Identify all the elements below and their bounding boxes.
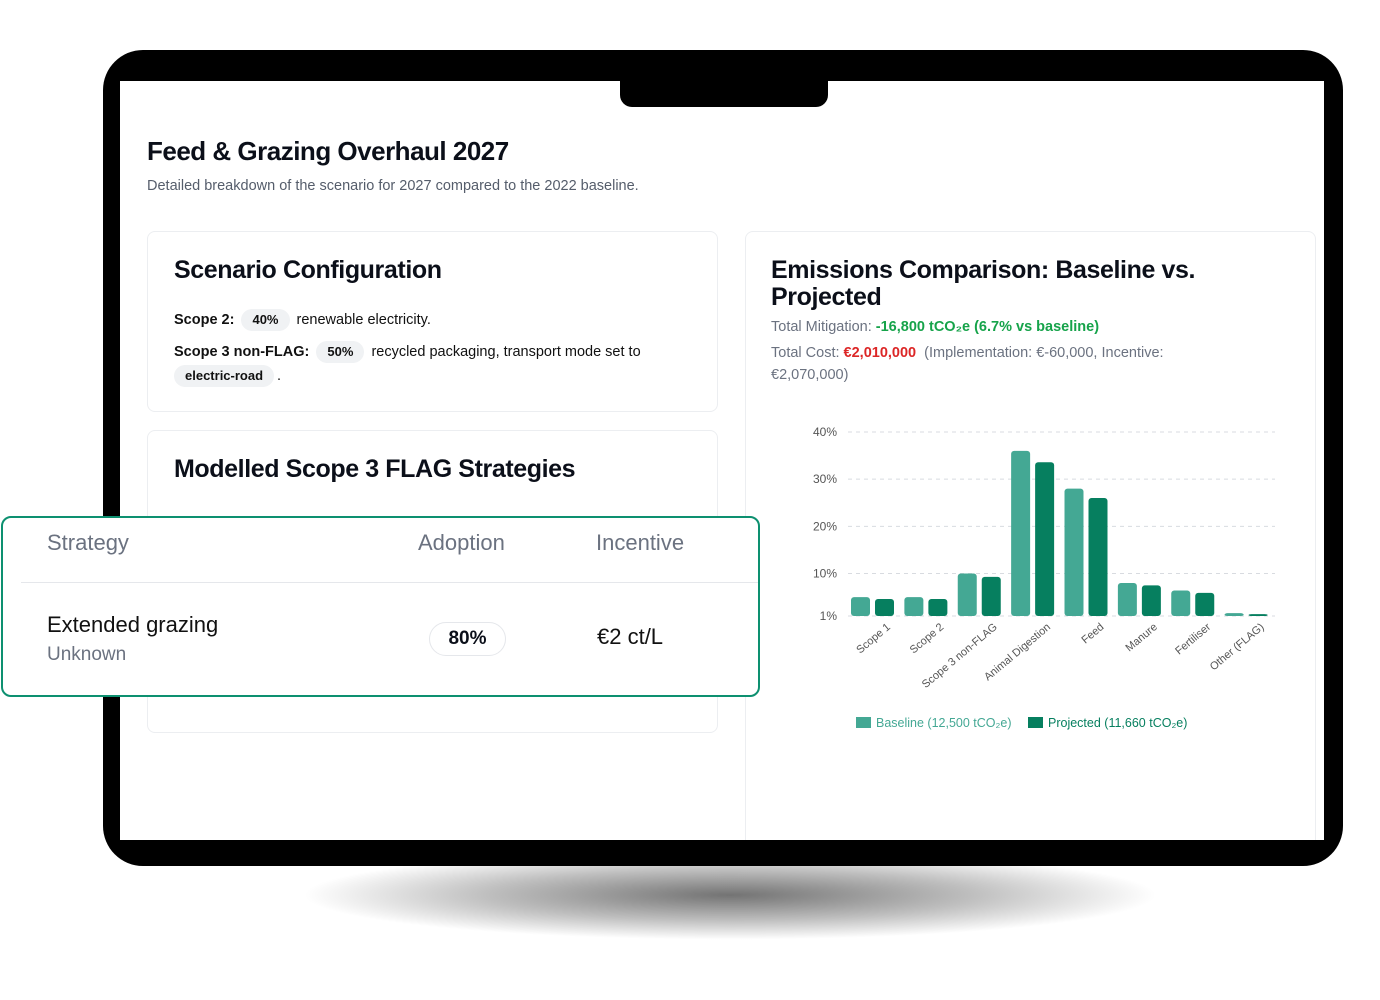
page-subtitle: Detailed breakdown of the scenario for 2… <box>147 178 639 194</box>
bar-baseline <box>851 597 870 616</box>
mitigation-label: Total Mitigation: <box>771 319 872 335</box>
card-heading: Modelled Scope 3 FLAG Strategies <box>174 455 576 483</box>
x-tick-label: Scope 2 <box>908 621 947 656</box>
scope2-value: 40% <box>241 309 290 331</box>
bar-baseline <box>1011 450 1031 616</box>
column-header-adoption[interactable]: Adoption <box>418 530 505 555</box>
card-heading: Scenario Configuration <box>174 256 442 284</box>
x-tick-label: Scope 1 <box>854 621 893 656</box>
x-tick-label: Feed <box>1080 621 1107 646</box>
scope2-label: Scope 2: <box>174 312 235 328</box>
y-tick-label: 30% <box>813 472 837 486</box>
bar-projected <box>981 576 1001 616</box>
bar-projected <box>1248 614 1268 616</box>
legend-label: Baseline (12,500 tCO₂e) <box>876 716 1011 730</box>
scope3-value: 50% <box>316 341 365 363</box>
legend-swatch <box>1028 717 1043 728</box>
bar-baseline <box>904 597 924 616</box>
column-header-incentive[interactable]: Incentive <box>596 530 685 555</box>
cost-label: Total Cost: <box>771 345 840 361</box>
bar-baseline <box>1224 613 1244 616</box>
bar-baseline <box>957 573 977 616</box>
x-tick-label: Other (FLAG) <box>1208 621 1267 673</box>
x-tick-label: Manure <box>1124 621 1160 654</box>
total-cost: Total Cost: €2,010,000 (Implementation: … <box>771 342 1241 386</box>
camera-notch <box>620 78 828 107</box>
strategy-name: Extended grazing <box>47 612 219 637</box>
scope3-line: Scope 3 non-FLAG: 50% recycled packaging… <box>174 340 694 388</box>
card-heading: Emissions Comparison: Baseline vs. Proje… <box>771 256 1196 311</box>
emissions-card: Emissions Comparison: Baseline vs. Proje… <box>745 231 1316 840</box>
x-tick-label: Fertiliser <box>1173 621 1213 658</box>
mitigation-value: -16,800 tCO₂e (6.7% vs baseline) <box>875 319 1100 335</box>
bar-projected <box>875 599 894 616</box>
strategies-table-overlay: Strategy Adoption Incentive Extended gra… <box>1 516 760 697</box>
bar-projected <box>1035 462 1055 616</box>
y-tick-label: 40% <box>813 425 837 439</box>
bar-baseline <box>1171 590 1191 616</box>
bar-baseline <box>1064 488 1084 616</box>
y-tick-label: 10% <box>813 567 837 581</box>
incentive-value: €2 ct/L <box>597 624 664 649</box>
column-header-strategy[interactable]: Strategy <box>47 530 129 555</box>
y-tick-label: 1% <box>820 609 838 623</box>
cost-value: €2,010,000 <box>843 345 917 361</box>
bar-projected <box>1195 592 1215 616</box>
page-title: Feed & Grazing Overhaul 2027 <box>147 136 509 166</box>
transport-mode: electric-road <box>174 365 275 387</box>
legend-label: Projected (11,660 tCO₂e) <box>1048 716 1187 730</box>
bar-projected <box>1088 498 1108 616</box>
adoption-badge: 80% <box>429 622 506 656</box>
scope2-text: renewable electricity. <box>296 312 431 328</box>
legend-swatch <box>856 717 871 728</box>
y-tick-label: 20% <box>813 519 837 533</box>
bar-baseline <box>1117 582 1137 616</box>
scope2-line: Scope 2: 40% renewable electricity. <box>174 308 431 332</box>
cost-detail: (Implementation: €-60,000, Incentive: €2… <box>771 345 1164 383</box>
header-divider <box>21 582 758 583</box>
scope3-label: Scope 3 non-FLAG: <box>174 344 310 360</box>
bar-projected <box>928 599 948 616</box>
total-mitigation: Total Mitigation: -16,800 tCO₂e (6.7% vs… <box>771 316 1099 338</box>
scenario-config-card: Scenario Configuration Scope 2: 40% rene… <box>147 231 718 412</box>
scope3-text: recycled packaging, transport mode set t… <box>371 344 641 360</box>
strategy-subtext: Unknown <box>47 644 127 665</box>
bar-projected <box>1141 585 1161 616</box>
period: . <box>277 368 282 384</box>
